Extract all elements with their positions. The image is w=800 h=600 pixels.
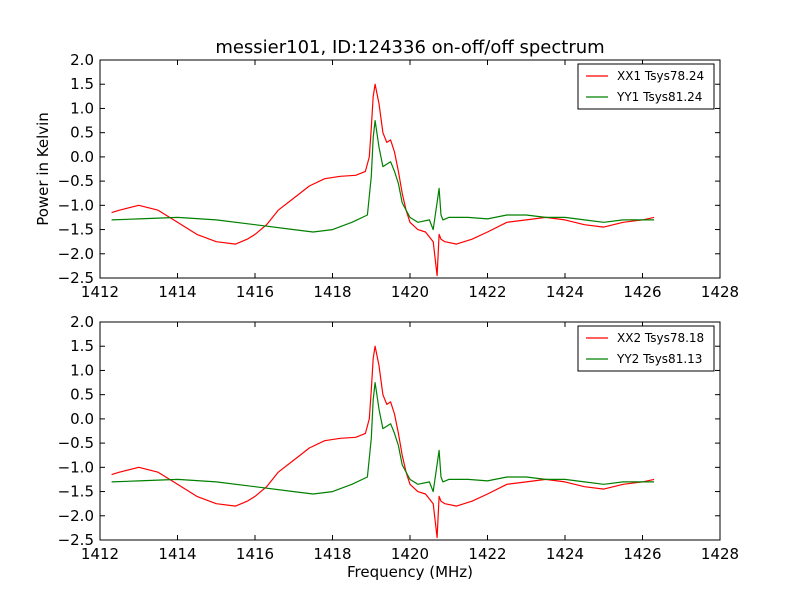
bottom-panel: 1412 1414 1416 1418 1420 1422 1424 1426 1428 2.0 1…: [58, 313, 740, 581]
x-tick-label: 1416: [236, 283, 274, 301]
x-tick-label: 1420: [391, 283, 429, 301]
x-tick-label: 1418: [313, 283, 351, 301]
y-tick-label: 1.5: [70, 337, 94, 355]
legend-entry: XX1 Tsys78.24: [617, 69, 704, 83]
y-tick-label: −2.5: [58, 531, 94, 549]
x-tick-label: 1424: [546, 283, 584, 301]
legend-box: [577, 63, 715, 110]
x-axis-label: Frequency (MHz): [347, 563, 473, 581]
x-tick-label: 1428: [701, 283, 739, 301]
chart-title: messier101, ID:124336 on-off/off spectru…: [215, 37, 604, 58]
y-tick-label: 1.0: [70, 361, 94, 379]
legend-entry: XX2 Tsys78.18: [617, 331, 704, 345]
series-line-yy: [111, 119, 655, 233]
top-panel: 1412 1414 1416 1418 1420 1422 1424 1426 1428 2.0 1…: [34, 37, 739, 301]
y-tick-label: −0.5: [58, 172, 94, 190]
y-tick-label: −2.0: [58, 507, 94, 525]
series-group: [111, 345, 655, 539]
y-tick-label: −0.5: [58, 434, 94, 452]
legend: XX1 Tsys78.24 YY1 Tsys81.24: [577, 63, 715, 110]
x-tick-label: 1426: [623, 283, 661, 301]
y-tick-label: 0.5: [70, 124, 94, 142]
y-tick-label: 2.0: [70, 51, 94, 69]
legend-entry: YY1 Tsys81.24: [616, 90, 702, 104]
y-tick-label: 0.5: [70, 386, 94, 404]
y-tick-label: −1.0: [58, 458, 94, 476]
x-tick-label: 1412: [81, 283, 119, 301]
x-tick-label: 1422: [468, 283, 506, 301]
series-line-xx: [111, 83, 655, 277]
y-tick-label: −1.0: [58, 196, 94, 214]
series-line-xx: [111, 345, 655, 539]
x-tick-label: 1424: [546, 545, 584, 563]
y-tick-label: −2.5: [58, 269, 94, 287]
x-tick-label: 1422: [468, 545, 506, 563]
y-tick-label: 0.0: [70, 148, 94, 166]
x-tick-label: 1426: [623, 545, 661, 563]
x-tick-label: 1416: [236, 545, 274, 563]
x-tick-label: 1428: [701, 545, 739, 563]
x-tick-label: 1418: [313, 545, 351, 563]
y-tick-label: 1.0: [70, 99, 94, 117]
x-tick-label: 1412: [81, 545, 119, 563]
x-tick-label: 1420: [391, 545, 429, 563]
legend: XX2 Tsys78.18 YY2 Tsys81.13: [577, 325, 715, 372]
x-tick-label: 1414: [158, 283, 196, 301]
legend-entry: YY2 Tsys81.13: [616, 352, 702, 366]
legend-box: [577, 325, 715, 372]
series-group: [111, 83, 655, 277]
y-tick-label: 0.0: [70, 410, 94, 428]
y-tick-label: −2.0: [58, 245, 94, 263]
y-tick-label: 2.0: [70, 313, 94, 331]
series-line-yy: [111, 382, 655, 495]
y-tick-label: 1.5: [70, 75, 94, 93]
y-axis-label: Power in Kelvin: [34, 112, 52, 226]
y-tick-label: −1.5: [58, 483, 94, 501]
y-tick-label: −1.5: [58, 221, 94, 239]
x-tick-label: 1414: [158, 545, 196, 563]
